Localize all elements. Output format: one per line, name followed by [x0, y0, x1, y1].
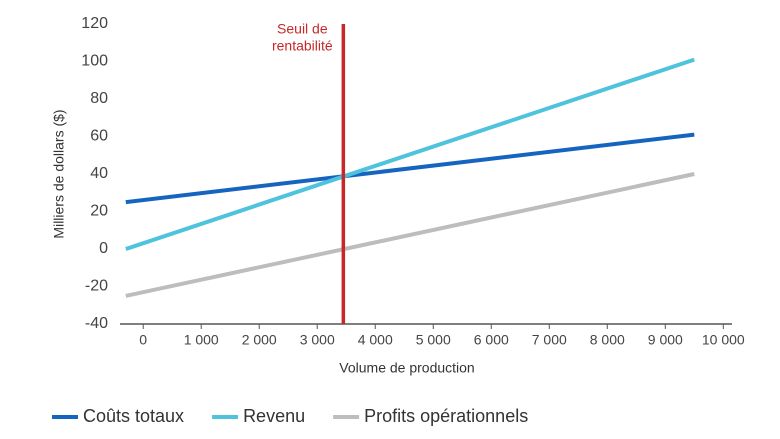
series-line [125, 132, 695, 205]
x-tick-label: 7 000 [532, 332, 567, 348]
x-tick-label: 9 000 [648, 332, 683, 348]
x-tick-label: 6 000 [474, 332, 509, 348]
x-tick-label: 3 000 [300, 332, 335, 348]
x-tick-label: 1 000 [184, 332, 219, 348]
y-tick-label: 20 [90, 203, 108, 220]
x-tick-label: 5 000 [416, 332, 451, 348]
y-tick-label: 40 [90, 165, 108, 182]
x-tick-label: 0 [139, 332, 147, 348]
y-tick-label: -40 [85, 315, 108, 332]
y-axis-title: Milliers de dollars ($) [51, 109, 67, 238]
x-tick-label: 2 000 [242, 332, 277, 348]
x-tick-label: 4 000 [358, 332, 393, 348]
legend-label: Coûts totaux [83, 406, 184, 426]
x-axis-title: Volume de production [339, 360, 474, 376]
y-tick-label: 60 [90, 128, 108, 145]
series-line [125, 172, 695, 298]
legend-label: Revenu [243, 406, 305, 426]
x-tick-label: 10 000 [702, 332, 745, 348]
y-tick-label: 100 [81, 53, 108, 70]
y-tick-label: 0 [99, 240, 108, 257]
y-tick-label: -20 [85, 278, 108, 295]
breakeven-label: Seuil de [277, 21, 328, 37]
series-line [125, 57, 695, 251]
x-tick-label: 8 000 [590, 332, 625, 348]
breakeven-label: rentabilité [272, 38, 333, 54]
legend-label: Profits opérationnels [364, 406, 528, 426]
y-tick-label: 80 [90, 90, 108, 107]
y-tick-label: 120 [81, 15, 108, 32]
